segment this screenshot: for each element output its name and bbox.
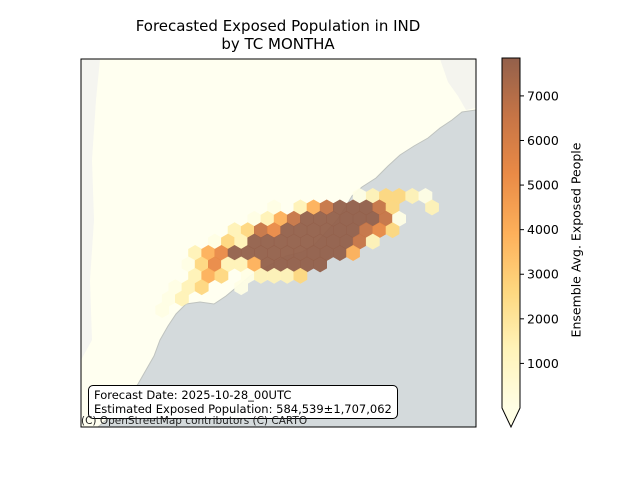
exposure-hex-cell xyxy=(346,245,360,261)
colorbar-extend-triangle xyxy=(502,408,520,427)
colorbar-tick-label: 2000 xyxy=(527,311,559,326)
map-area xyxy=(81,59,476,427)
exposure-hex-cell xyxy=(293,267,308,284)
exposure-hex-cell xyxy=(234,279,248,296)
colorbar-label: Ensemble Avg. Exposed People xyxy=(568,142,584,338)
colorbar: 1000 2000 3000 4000 5000 6000 7000 xyxy=(501,57,559,429)
exposure-hex-cell xyxy=(155,302,170,318)
exposure-hex-cell xyxy=(313,256,328,273)
exposure-hex-cell xyxy=(214,267,229,284)
left-margin-land xyxy=(81,59,100,360)
map-attribution: (C) OpenStreetMap contributors (C) CARTO xyxy=(81,415,308,427)
colorbar-outline xyxy=(501,57,521,429)
colorbar-tick-label: 4000 xyxy=(527,222,559,237)
exposure-hex-cell xyxy=(175,290,189,307)
title-line-2: by TC MONTHA xyxy=(221,35,335,53)
forecast-info-box: Forecast Date: 2025-10-28_00UTC Estimate… xyxy=(88,385,398,419)
exposure-hex-cell xyxy=(194,279,209,296)
colorbar-tick-label: 5000 xyxy=(527,178,559,193)
exposure-hexbin-layer xyxy=(155,188,439,318)
colorbar-ticks: 1000 2000 3000 4000 5000 6000 7000 xyxy=(520,88,559,371)
top-right-land-shade xyxy=(440,59,476,110)
chart-title: Forecasted Exposed Population in IND by … xyxy=(80,17,476,53)
forecast-date-text: Forecast Date: 2025-10-28_00UTC xyxy=(94,388,292,402)
title-line-1: Forecasted Exposed Population in IND xyxy=(135,17,421,35)
exposure-hex-cell xyxy=(385,222,400,239)
exposure-hex-cell xyxy=(365,233,380,250)
colorbar-tick-label: 7000 xyxy=(527,88,559,103)
colorbar-tick-label: 3000 xyxy=(527,267,559,282)
estimated-population-text: Estimated Exposed Population: 584,539±1,… xyxy=(94,402,392,416)
map-frame xyxy=(80,58,477,428)
exposure-hex-cell xyxy=(425,199,439,216)
colorbar-tick-label: 6000 xyxy=(527,133,559,148)
colorbar-gradient xyxy=(502,58,520,408)
colorbar-tick-label: 1000 xyxy=(527,356,559,371)
